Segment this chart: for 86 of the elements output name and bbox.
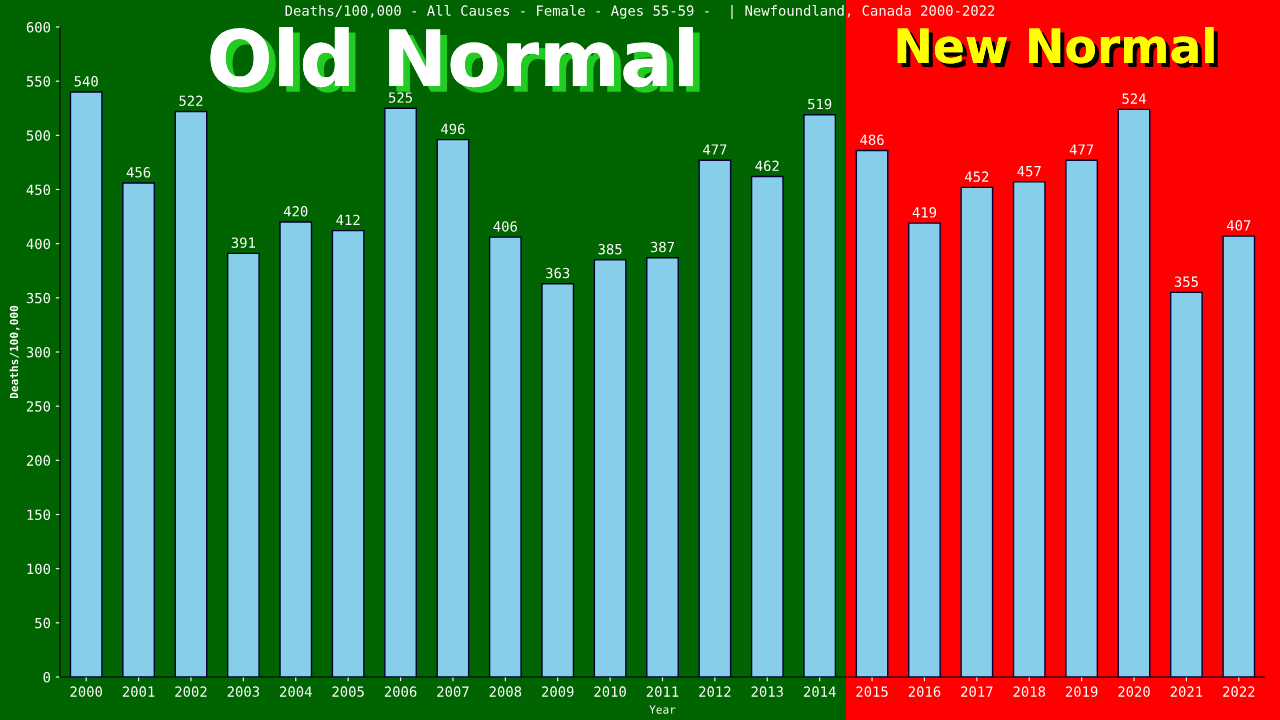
x-tick-label: 2012 (699, 686, 731, 697)
bar (750, 175, 784, 677)
bar (855, 149, 889, 677)
bar (593, 259, 627, 677)
y-tick-label: 500 (26, 130, 51, 141)
y-tick-label: 100 (27, 563, 51, 575)
x-tick-label: 2008 (489, 686, 522, 697)
data-label: 385 (598, 243, 622, 255)
bar (698, 159, 732, 677)
x-tick-label: 2011 (646, 686, 679, 697)
y-tick-label: 550 (26, 76, 51, 87)
bar (331, 229, 365, 677)
data-label: 407 (1226, 220, 1251, 231)
y-axis-title: Deaths/100,000 (9, 305, 20, 399)
x-tick-label: 2001 (122, 686, 155, 697)
x-tick-label: 2010 (594, 686, 626, 697)
bar (122, 182, 155, 677)
data-label: 457 (1017, 166, 1041, 177)
data-label: 477 (1069, 144, 1094, 155)
x-axis-title: Year (649, 705, 676, 714)
x-tick-label: 2004 (280, 686, 312, 697)
bar (174, 110, 208, 677)
bar (646, 257, 679, 677)
y-tick-label: 300 (26, 347, 51, 358)
data-label: 456 (126, 167, 151, 178)
y-tick-label: 200 (26, 455, 51, 466)
band-label: New Normal (897, 27, 1218, 68)
data-label: 452 (965, 171, 989, 182)
y-tick-label: 400 (26, 238, 51, 250)
data-label: 519 (808, 98, 832, 110)
data-label: 355 (1174, 276, 1198, 287)
x-tick-label: 2007 (437, 686, 469, 697)
data-label: 420 (283, 206, 308, 217)
bar (1012, 181, 1046, 677)
x-tick-label: 2003 (227, 686, 260, 697)
bar (1222, 235, 1256, 677)
data-label: 486 (860, 134, 884, 146)
x-tick-label: 2020 (1118, 686, 1150, 697)
x-tick-label: 2021 (1170, 686, 1203, 697)
bar (1065, 159, 1099, 677)
y-tick-label: 600 (26, 22, 51, 33)
y-tick-label: 350 (26, 292, 51, 304)
x-tick-label: 2006 (384, 686, 417, 697)
data-label: 525 (388, 92, 412, 103)
bar (488, 236, 522, 677)
data-label: 387 (650, 241, 674, 253)
data-label: 412 (336, 214, 360, 225)
data-label: 477 (703, 144, 727, 155)
data-label: 391 (231, 237, 255, 248)
x-tick-label: 2005 (332, 686, 364, 697)
data-label: 363 (546, 267, 570, 279)
x-tick-label: 2009 (542, 686, 574, 697)
x-tick-label: 2013 (751, 686, 783, 697)
data-label: 522 (179, 95, 203, 107)
x-tick-label: 2018 (1013, 686, 1046, 697)
data-label: 496 (441, 123, 465, 135)
x-tick-label: 2016 (908, 686, 941, 697)
y-tick-label: 0 (43, 672, 51, 683)
x-tick-label: 2019 (1065, 686, 1098, 697)
y-tick-label: 450 (26, 184, 51, 196)
y-tick-label: 150 (27, 509, 51, 521)
bar (436, 138, 470, 677)
x-tick-label: 2000 (70, 686, 103, 697)
bar (541, 283, 575, 677)
bar (1170, 291, 1203, 677)
data-label: 524 (1122, 93, 1146, 104)
x-tick-label: 2022 (1223, 686, 1255, 697)
x-tick-label: 2017 (961, 686, 993, 697)
band-label: Old Normal (210, 27, 700, 93)
bar (908, 222, 941, 677)
x-tick-label: 2015 (856, 686, 888, 697)
bar (1117, 108, 1151, 677)
data-label: 406 (493, 221, 517, 232)
bar (803, 114, 837, 677)
bar (384, 107, 417, 677)
x-tick-label: 2002 (175, 686, 207, 697)
data-label: 462 (755, 160, 779, 172)
bar (279, 221, 313, 677)
data-label: 419 (912, 207, 937, 218)
bar (69, 91, 103, 677)
data-label: 540 (74, 76, 98, 87)
y-tick-label: 250 (26, 401, 51, 412)
bar (960, 186, 994, 677)
x-tick-label: 2014 (803, 686, 836, 697)
bar (226, 252, 260, 677)
y-tick-label: 50 (35, 617, 51, 629)
